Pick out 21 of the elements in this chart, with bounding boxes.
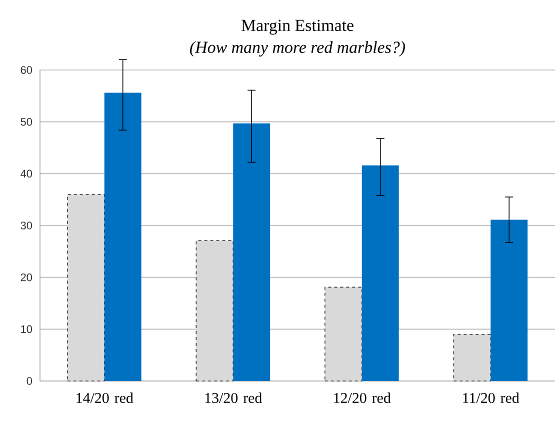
chart-title: Margin Estimate	[241, 20, 354, 35]
bar	[453, 334, 492, 382]
x-tick-label: 11/20 red	[463, 392, 520, 404]
bar	[362, 165, 399, 381]
bar	[67, 194, 105, 382]
chart-subtitle: (How many more red marbles?)	[190, 41, 405, 57]
bar	[324, 286, 362, 382]
y-tick-label: 20	[20, 273, 32, 282]
x-tick-label: 12/20 red	[334, 392, 391, 404]
y-tick-label: 60	[20, 66, 32, 74]
bar	[196, 240, 234, 382]
bar	[490, 220, 528, 381]
y-tick-label: 0	[26, 377, 32, 385]
x-tick-label: 13/20 red	[205, 392, 262, 404]
bar	[104, 92, 142, 381]
y-tick-label: 30	[20, 222, 32, 230]
y-tick-label: 40	[20, 170, 32, 178]
x-tick-label: 14/20 red	[76, 392, 134, 404]
y-tick-label: 10	[21, 325, 32, 334]
bar	[233, 123, 270, 381]
y-tick-label: 50	[20, 118, 32, 126]
